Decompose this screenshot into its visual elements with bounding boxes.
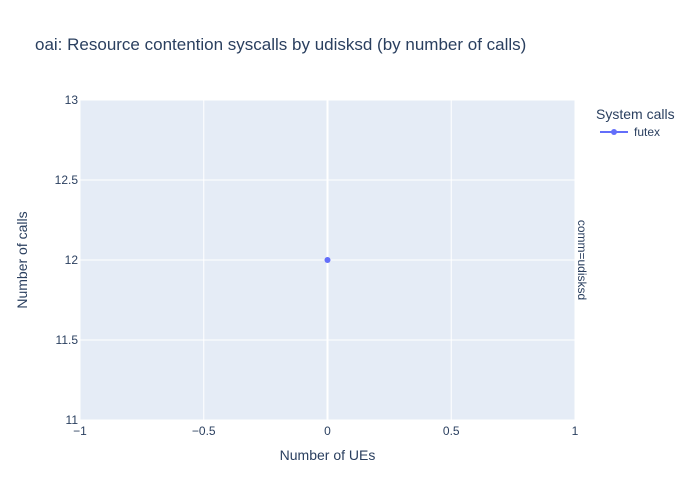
x-tick-labels: −1 −0.5 0 0.5 1 bbox=[73, 424, 579, 438]
legend-items: futex bbox=[600, 125, 660, 139]
chart-title: oai: Resource contention syscalls by udi… bbox=[35, 35, 526, 54]
x-axis-label: Number of UEs bbox=[280, 447, 376, 463]
legend-marker-futex bbox=[611, 129, 617, 135]
x-tick-label: 1 bbox=[572, 424, 579, 438]
y-tick-label: 11 bbox=[66, 413, 79, 427]
y-tick-label: 11.5 bbox=[56, 333, 79, 347]
x-tick-label: 0 bbox=[324, 424, 331, 438]
x-tick-label: −1 bbox=[73, 424, 87, 438]
y-tick-label: 13 bbox=[65, 93, 79, 107]
x-tick-label: −0.5 bbox=[192, 424, 216, 438]
y-gridlines bbox=[80, 99, 575, 421]
legend: System calls futex bbox=[596, 106, 675, 139]
y-tick-label: 12.5 bbox=[55, 173, 79, 187]
data-points bbox=[324, 257, 331, 263]
y-tick-labels: 11 11.5 12 12.5 13 bbox=[55, 93, 79, 427]
y-axis-label: Number of calls bbox=[14, 211, 30, 308]
legend-label-futex[interactable]: futex bbox=[634, 125, 660, 139]
y-tick-label: 12 bbox=[65, 253, 79, 267]
facet-label: comm=udisksd bbox=[575, 220, 589, 300]
x-tick-label: 0.5 bbox=[443, 424, 460, 438]
legend-title: System calls bbox=[596, 106, 675, 122]
data-point-futex bbox=[324, 257, 331, 263]
